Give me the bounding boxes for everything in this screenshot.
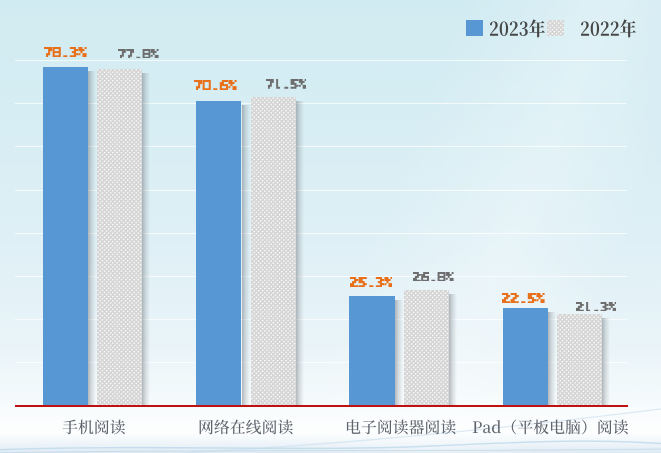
bar-shadow — [394, 300, 403, 407]
category-label-wrap — [472, 419, 629, 435]
gridline — [15, 275, 627, 277]
bar-2023年-手机阅读[interactable] — [43, 67, 89, 407]
category-label-wrap — [345, 419, 456, 435]
bar-shadow — [88, 71, 97, 407]
bar-2023年-Pad（平板电脑）阅读[interactable] — [502, 308, 548, 407]
bar-shadow — [142, 73, 151, 407]
wave-line — [0, 448, 661, 453]
value-label — [502, 293, 545, 304]
legend-label-2023 — [489, 18, 545, 37]
value-label-digits — [44, 47, 87, 58]
value-label — [349, 276, 393, 288]
legend-swatch-2022[interactable] — [547, 20, 564, 36]
bar-2022年-网络在线阅读[interactable] — [250, 96, 296, 407]
gridline — [15, 189, 627, 191]
value-label — [194, 80, 237, 91]
gridline — [15, 59, 627, 61]
wave-line — [0, 440, 661, 451]
legend-label-2022 — [580, 18, 636, 37]
bar-2022年-电子阅读器阅读[interactable] — [403, 289, 449, 407]
bar-shadow — [547, 312, 556, 407]
bar-shadow — [448, 293, 457, 407]
category-label — [62, 419, 125, 435]
value-label-digits — [194, 80, 237, 91]
value-label — [265, 79, 307, 89]
value-label-digits — [413, 271, 454, 282]
category-label — [472, 419, 629, 435]
value-label-digits — [502, 293, 545, 304]
value-label — [413, 271, 454, 282]
bar-2023年-电子阅读器阅读[interactable] — [349, 296, 395, 407]
gridline — [15, 232, 627, 234]
bar-shadow — [241, 104, 250, 407]
gridline — [15, 146, 627, 148]
legend-item-2022[interactable] — [580, 18, 636, 38]
gridline — [15, 103, 627, 105]
value-label-digits — [265, 79, 307, 89]
category-label — [199, 419, 293, 435]
gridline — [15, 319, 627, 321]
bar-2023年-网络在线阅读[interactable] — [196, 100, 242, 407]
gridline — [15, 362, 627, 364]
category-label-wrap — [198, 419, 293, 435]
bar-2022年-Pad（平板电脑）阅读[interactable] — [556, 313, 602, 407]
legend-swatch-2023[interactable] — [466, 20, 483, 36]
value-label-digits — [118, 48, 159, 59]
x-axis-line — [15, 405, 628, 407]
legend-item-2023[interactable] — [489, 18, 545, 38]
value-label — [118, 48, 159, 59]
category-label-wrap — [62, 419, 126, 435]
category-label — [346, 419, 456, 435]
value-label — [44, 47, 87, 58]
value-label-digits — [349, 276, 393, 288]
value-label — [575, 301, 617, 312]
bar-2022年-手机阅读[interactable] — [97, 69, 143, 407]
value-label-digits — [575, 301, 617, 312]
